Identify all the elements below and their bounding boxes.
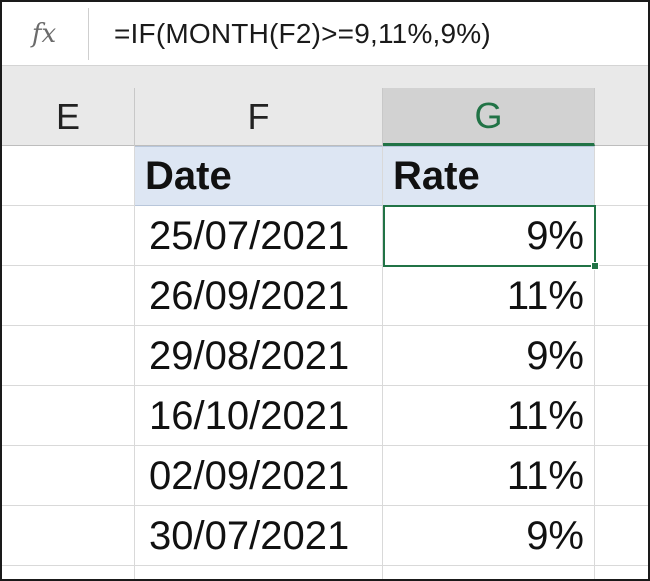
date-cell[interactable]: 25/07/2021	[135, 206, 383, 266]
cell-e[interactable]	[2, 506, 135, 566]
date-cell[interactable]: 26/09/2021	[135, 266, 383, 326]
table-row: 25/07/2021 9%	[2, 206, 648, 266]
fill-handle[interactable]	[591, 262, 599, 270]
cell-f1-date-header[interactable]: Date	[135, 146, 383, 206]
rate-cell[interactable]: 9%	[383, 206, 595, 266]
table-row: 16/10/2021 11%	[2, 386, 648, 446]
cell-e1[interactable]	[2, 146, 135, 206]
cell-g1-rate-header[interactable]: Rate	[383, 146, 595, 206]
date-cell[interactable]: 29/08/2021	[135, 326, 383, 386]
formula-bar: fx =IF(MONTH(F2)>=9,11%,9%)	[2, 2, 648, 66]
formula-input[interactable]: =IF(MONTH(F2)>=9,11%,9%)	[114, 18, 491, 49]
table-row: 29/08/2021 9%	[2, 326, 648, 386]
date-cell[interactable]: 30/07/2021	[135, 506, 383, 566]
rate-cell[interactable]: 9%	[383, 506, 595, 566]
column-header-f[interactable]: F	[135, 88, 383, 146]
table-header-row: Date Rate	[2, 146, 648, 206]
cell-f[interactable]	[135, 566, 383, 579]
rate-cell[interactable]: 11%	[383, 386, 595, 446]
cell-e[interactable]	[2, 566, 135, 579]
rate-cell[interactable]: 11%	[383, 446, 595, 506]
column-header-g[interactable]: G	[383, 88, 595, 146]
cell-e[interactable]	[2, 326, 135, 386]
insert-function-icon[interactable]: fx	[31, 19, 57, 49]
column-header-e[interactable]: E	[2, 88, 135, 146]
cell-g[interactable]	[383, 566, 595, 579]
table-row: 30/07/2021 9%	[2, 506, 648, 566]
table-row: 02/09/2021 11%	[2, 446, 648, 506]
table-row-empty	[2, 566, 648, 579]
cell-e[interactable]	[2, 266, 135, 326]
formula-bar-divider	[88, 8, 89, 60]
cell-e[interactable]	[2, 206, 135, 266]
cell-e[interactable]	[2, 386, 135, 446]
rate-cell[interactable]: 9%	[383, 326, 595, 386]
table-row: 26/09/2021 11%	[2, 266, 648, 326]
date-cell[interactable]: 02/09/2021	[135, 446, 383, 506]
cell-e[interactable]	[2, 446, 135, 506]
rate-cell[interactable]: 11%	[383, 266, 595, 326]
date-cell[interactable]: 16/10/2021	[135, 386, 383, 446]
